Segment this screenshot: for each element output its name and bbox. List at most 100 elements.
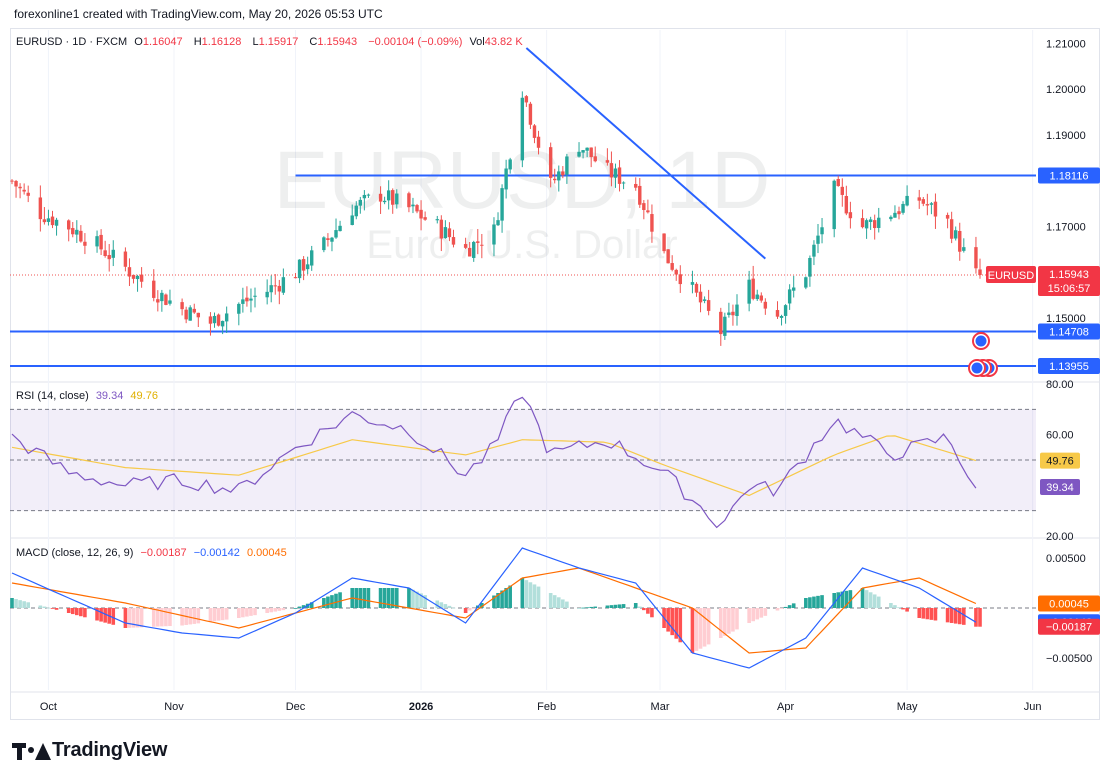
macd-histogram-bar — [95, 608, 99, 621]
watermark-description: Euro / U.S. Dollar — [366, 223, 677, 267]
candle-body — [524, 96, 529, 103]
candle-body — [127, 267, 132, 277]
candle-body — [451, 237, 456, 245]
macd-histogram-bar — [423, 595, 427, 608]
rsi-value-badge-bg — [1040, 479, 1080, 496]
macd-histogram-bar — [297, 606, 302, 608]
candle-body — [925, 204, 930, 206]
candle-body — [297, 259, 302, 279]
macd-histogram-bar — [309, 602, 314, 608]
legend-symbol[interactable]: EURUSD · 1D · FXCM — [16, 36, 128, 48]
macd-histogram-bar — [921, 608, 926, 619]
price-legend: EURUSD · 1D · FXCM O1.16047 H1.16128 L1.… — [16, 36, 531, 48]
macd-histogram-bar — [609, 605, 614, 608]
candle-body — [447, 228, 452, 238]
macd-histogram-bar — [755, 608, 760, 620]
candle-body — [216, 314, 221, 326]
macd-histogram-bar — [868, 592, 873, 608]
legend-open: 1.16047 — [142, 36, 183, 48]
candle-body — [702, 299, 707, 301]
tradingview-logo[interactable]: TradingView — [12, 739, 167, 762]
macd-histogram-bar — [783, 606, 788, 608]
macd-histogram-bar — [751, 608, 755, 622]
macd-histogram-bar — [872, 594, 877, 608]
macd-histogram-bar — [22, 601, 26, 608]
candle-body — [26, 192, 30, 196]
macd-histogram-bar — [945, 608, 950, 623]
candle-body — [54, 219, 59, 226]
macd-histogram-bar — [496, 593, 500, 608]
candle-body — [929, 203, 934, 205]
candle-body — [269, 285, 273, 293]
macd-histogram-bar — [70, 608, 75, 615]
macd-histogram-bar — [775, 608, 780, 611]
time-tick-label: Nov — [164, 701, 184, 713]
macd-histogram-bar — [79, 608, 83, 617]
candle-body — [735, 304, 739, 317]
rsi-legend-label[interactable]: RSI (14, close) — [16, 390, 89, 402]
macd-histogram-bar — [650, 608, 654, 618]
macd-histogram-bar — [237, 608, 241, 618]
macd-histogram-bar — [366, 588, 371, 608]
macd-histogram-bar — [876, 596, 881, 608]
macd-legend-macd: −0.00142 — [193, 547, 240, 559]
price-tick-label: 1.19000 — [1046, 130, 1086, 142]
macd-histogram-bar — [577, 608, 581, 609]
rsi-value-badge: 39.34 — [1046, 482, 1074, 494]
macd-legend-signal: 0.00045 — [246, 547, 287, 559]
macd-histogram-bar — [435, 600, 440, 608]
candle-body — [305, 264, 310, 270]
time-tick-label: Mar — [651, 701, 670, 713]
macd-histogram-bar — [447, 605, 452, 608]
rsi-ma-line — [11, 435, 977, 497]
macd-histogram-bar — [277, 608, 282, 611]
macd-histogram-bar — [848, 590, 853, 608]
macd-histogram-bar — [763, 608, 768, 616]
candle-body — [921, 199, 925, 204]
attribution-text: forexonline1 created with TradingView.co… — [14, 7, 383, 21]
candle-body — [747, 279, 751, 304]
candle-body — [508, 159, 512, 170]
legend-close: 1.15943 — [317, 36, 358, 48]
macd-histogram-bar — [156, 608, 160, 627]
candle-body — [386, 190, 391, 201]
macd-histogram-bar — [727, 608, 731, 634]
time-tick-label: Jun — [1024, 701, 1042, 713]
level-badge-bg — [1038, 323, 1100, 340]
candle-body — [727, 312, 731, 315]
legend-high: 1.16128 — [201, 36, 242, 48]
macd-histogram-bar — [621, 604, 626, 608]
macd-histogram-bar — [642, 608, 646, 611]
macd-histogram-bar — [26, 602, 31, 608]
candle-body — [670, 263, 674, 270]
macd-histogram-bar — [75, 608, 79, 616]
candle-body — [253, 295, 257, 297]
candle-body — [694, 283, 699, 293]
macd-legend-label[interactable]: MACD (close, 12, 26, 9) — [16, 547, 134, 559]
candle-body — [411, 204, 415, 207]
macd-histogram-bar — [860, 588, 865, 608]
macd-histogram-bar — [536, 586, 541, 608]
macd-histogram-bar — [706, 608, 711, 645]
macd-histogram-bar — [524, 580, 529, 608]
candle-body — [415, 205, 419, 212]
candle-body — [301, 259, 306, 271]
macd-histogram-bar — [467, 608, 472, 611]
macd-histogram-bar — [326, 596, 330, 608]
candle-body — [42, 219, 47, 223]
macd-histogram-bar — [666, 608, 670, 632]
candle-body — [366, 194, 371, 196]
candle-body — [877, 217, 881, 228]
candle-body — [277, 285, 282, 292]
candle-body — [783, 305, 788, 316]
candle-body — [38, 197, 43, 220]
level-badge: 1.18116 — [1050, 171, 1089, 183]
economic-events — [968, 332, 998, 377]
candle-body — [500, 188, 504, 221]
candle-body — [565, 156, 569, 175]
candle-body — [836, 178, 840, 187]
macd-histogram-bar — [528, 582, 533, 608]
macd-histogram-bar — [974, 608, 978, 627]
price-axes: 1.21000 1.20000 1.19000 1.17000 1.15000 80.00… — [1046, 38, 1092, 665]
